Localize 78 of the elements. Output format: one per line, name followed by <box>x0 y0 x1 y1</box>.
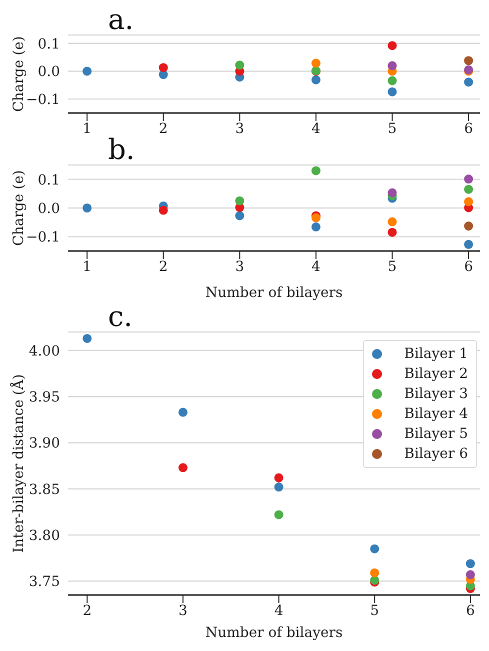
y-tick-label: 0.0 <box>38 200 60 217</box>
chart-title: c. <box>108 300 133 333</box>
point <box>82 203 92 213</box>
y-axis-title: Inter-bilayer distance (Å) <box>10 374 27 553</box>
point <box>388 228 397 237</box>
y-tick-label: −0.1 <box>26 92 60 108</box>
point <box>464 197 474 206</box>
x-tick-label: 1 <box>82 120 92 137</box>
point <box>464 78 474 87</box>
point <box>464 184 474 194</box>
point <box>464 222 474 231</box>
point <box>388 217 397 226</box>
point <box>274 473 284 482</box>
y-tick-label: 4.00 <box>28 343 60 360</box>
x-tick-label: 5 <box>370 602 380 619</box>
x-tick-label: 4 <box>312 120 320 137</box>
x-tick-label: 5 <box>388 120 397 137</box>
point <box>370 568 380 578</box>
point <box>311 166 320 176</box>
x-tick-label: 6 <box>464 120 474 137</box>
x-axis-title: Number of bilayers <box>205 625 343 641</box>
x-tick-label: 2 <box>158 120 168 137</box>
y-tick-label: 0.1 <box>38 36 60 52</box>
point <box>311 222 320 232</box>
y-axis-title: Charge (e) <box>10 170 27 246</box>
point <box>311 75 320 84</box>
y-tick-label: 3.75 <box>28 574 60 590</box>
y-tick-label: 3.80 <box>28 528 60 544</box>
legend-label: Bilayer 1 <box>404 346 468 362</box>
x-tick-label: 3 <box>235 258 244 275</box>
y-tick-label: 0.1 <box>38 172 60 188</box>
point <box>158 206 168 215</box>
y-tick-label: 3.85 <box>28 482 60 498</box>
point <box>311 58 320 68</box>
y-axis-title: Charge (e) <box>10 36 27 112</box>
point <box>235 196 244 206</box>
point <box>82 334 92 343</box>
legend-label: Bilayer 2 <box>404 366 468 382</box>
y-tick-label: 3.95 <box>28 390 60 406</box>
point <box>464 56 474 66</box>
point <box>178 408 188 417</box>
x-tick-label: 6 <box>464 258 474 275</box>
point <box>388 188 397 198</box>
point <box>466 570 475 580</box>
point <box>388 41 397 50</box>
y-tick-label: −0.1 <box>26 230 60 246</box>
x-tick-label: 1 <box>82 258 92 275</box>
point <box>388 76 397 86</box>
x-axis-title: Number of bilayers <box>205 285 343 301</box>
point <box>274 482 284 492</box>
point <box>235 211 244 220</box>
point <box>370 544 380 554</box>
point <box>82 66 92 76</box>
point <box>388 61 397 70</box>
x-tick-label: 2 <box>158 258 168 275</box>
point <box>466 559 475 568</box>
x-tick-label: 2 <box>82 602 92 619</box>
x-tick-label: 3 <box>178 602 188 619</box>
point <box>178 463 188 472</box>
x-tick-label: 4 <box>274 602 284 619</box>
x-tick-label: 4 <box>312 258 320 275</box>
point <box>464 174 474 184</box>
chart-title: a. <box>108 3 134 36</box>
legend-label: Bilayer 3 <box>404 386 468 402</box>
y-tick-label: 3.90 <box>28 436 60 452</box>
x-tick-label: 3 <box>235 120 244 137</box>
x-tick-label: 6 <box>466 602 475 619</box>
point <box>274 510 284 520</box>
point <box>464 240 474 249</box>
point <box>235 60 244 70</box>
point <box>158 63 168 72</box>
legend-label: Bilayer 6 <box>404 446 468 462</box>
x-tick-label: 5 <box>388 258 397 275</box>
point <box>388 87 397 96</box>
legend-label: Bilayer 5 <box>404 426 468 442</box>
y-tick-label: 0.0 <box>38 64 60 80</box>
chart-title: b. <box>108 133 135 166</box>
legend-label: Bilayer 4 <box>404 406 468 422</box>
